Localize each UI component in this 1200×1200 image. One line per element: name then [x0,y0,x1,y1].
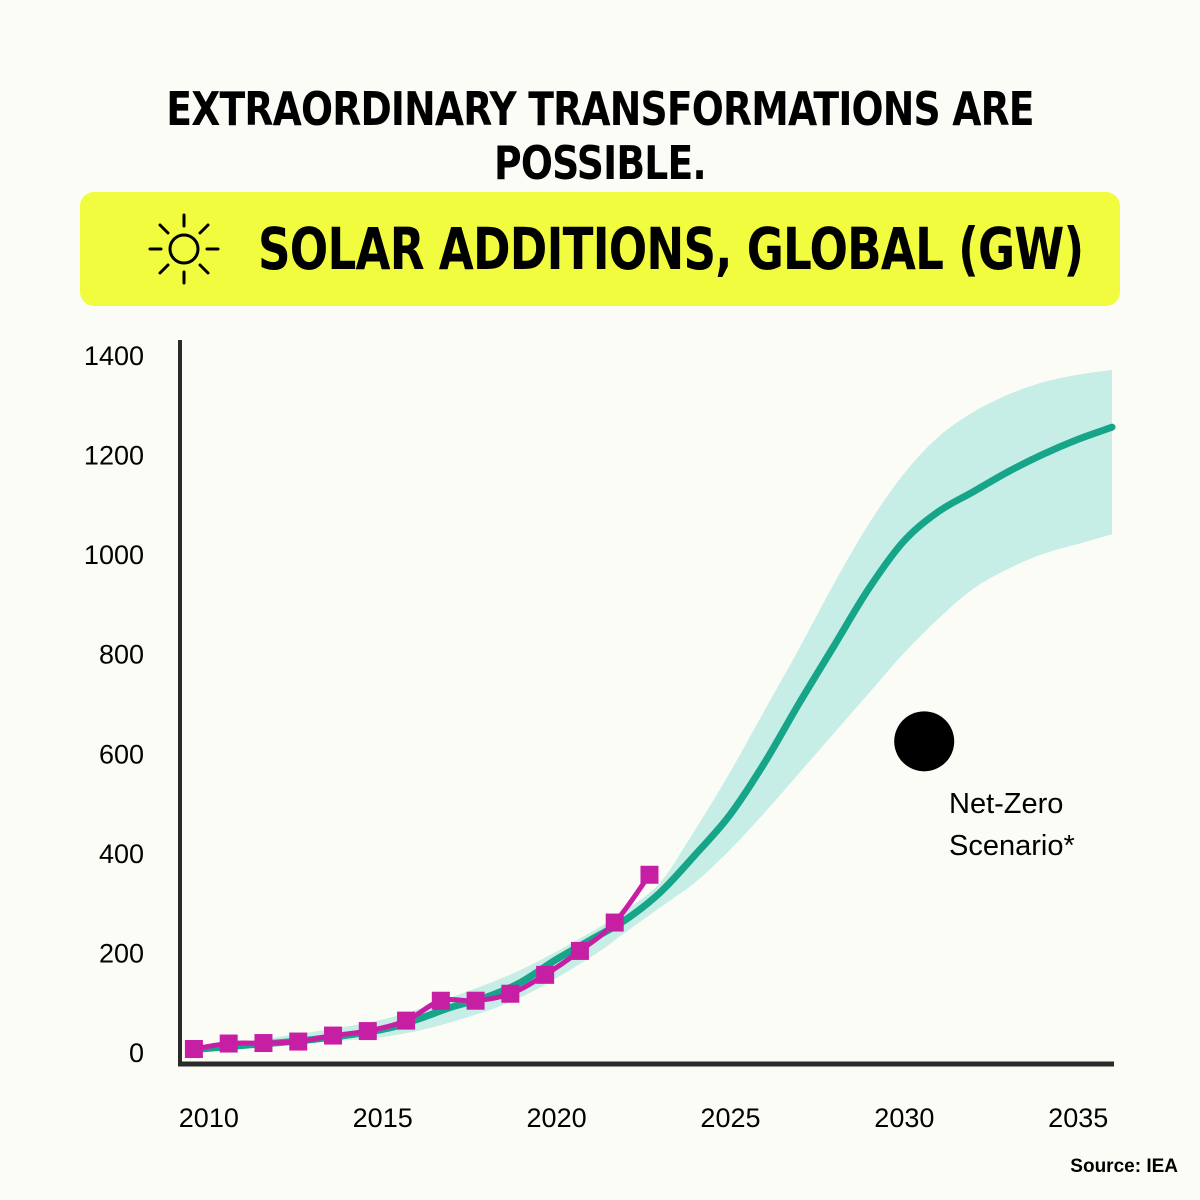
x-tick-label: 2025 [700,1103,760,1133]
x-tick-label: 2010 [179,1103,239,1133]
data-point [431,991,450,1010]
data-point [501,984,520,1003]
y-tick-label: 1400 [84,341,144,371]
headline: EXTRAORDINARY TRANSFORMATIONS ARE POSSIB… [166,82,1034,190]
data-point [254,1034,273,1053]
data-point [605,913,624,932]
chart-title-banner: SOLAR ADDITIONS, GLOBAL (GW) [80,192,1120,306]
data-point [219,1034,238,1053]
y-tick-label: 0 [129,1038,144,1068]
data-point [536,965,555,984]
data-point [358,1022,377,1041]
y-tick-label: 400 [99,839,144,869]
y-tick-label: 200 [99,938,144,968]
data-point [466,991,485,1010]
source-note: Source: IEA [1070,1156,1178,1177]
y-tick-label: 600 [99,739,144,769]
data-point [397,1011,416,1030]
net-zero-point [894,711,955,772]
y-tick-label: 800 [99,640,144,670]
data-point [324,1026,343,1045]
data-point [640,865,659,884]
sun-icon [148,213,220,285]
data-point [184,1040,203,1059]
uncertainty-band [193,369,1112,1051]
x-tick-label: 2020 [527,1103,587,1133]
x-tick-label: 2035 [1048,1103,1108,1133]
projection-line [190,423,1116,1054]
x-tick-label: 2030 [874,1103,934,1133]
data-point [289,1032,308,1051]
net-zero-label: Net-Zero [949,788,1063,820]
net-zero-label: Scenario* [949,830,1075,862]
y-tick-label: 1000 [84,540,144,570]
data-point [570,941,589,960]
x-tick-label: 2015 [353,1103,413,1133]
y-tick-label: 1200 [84,441,144,471]
